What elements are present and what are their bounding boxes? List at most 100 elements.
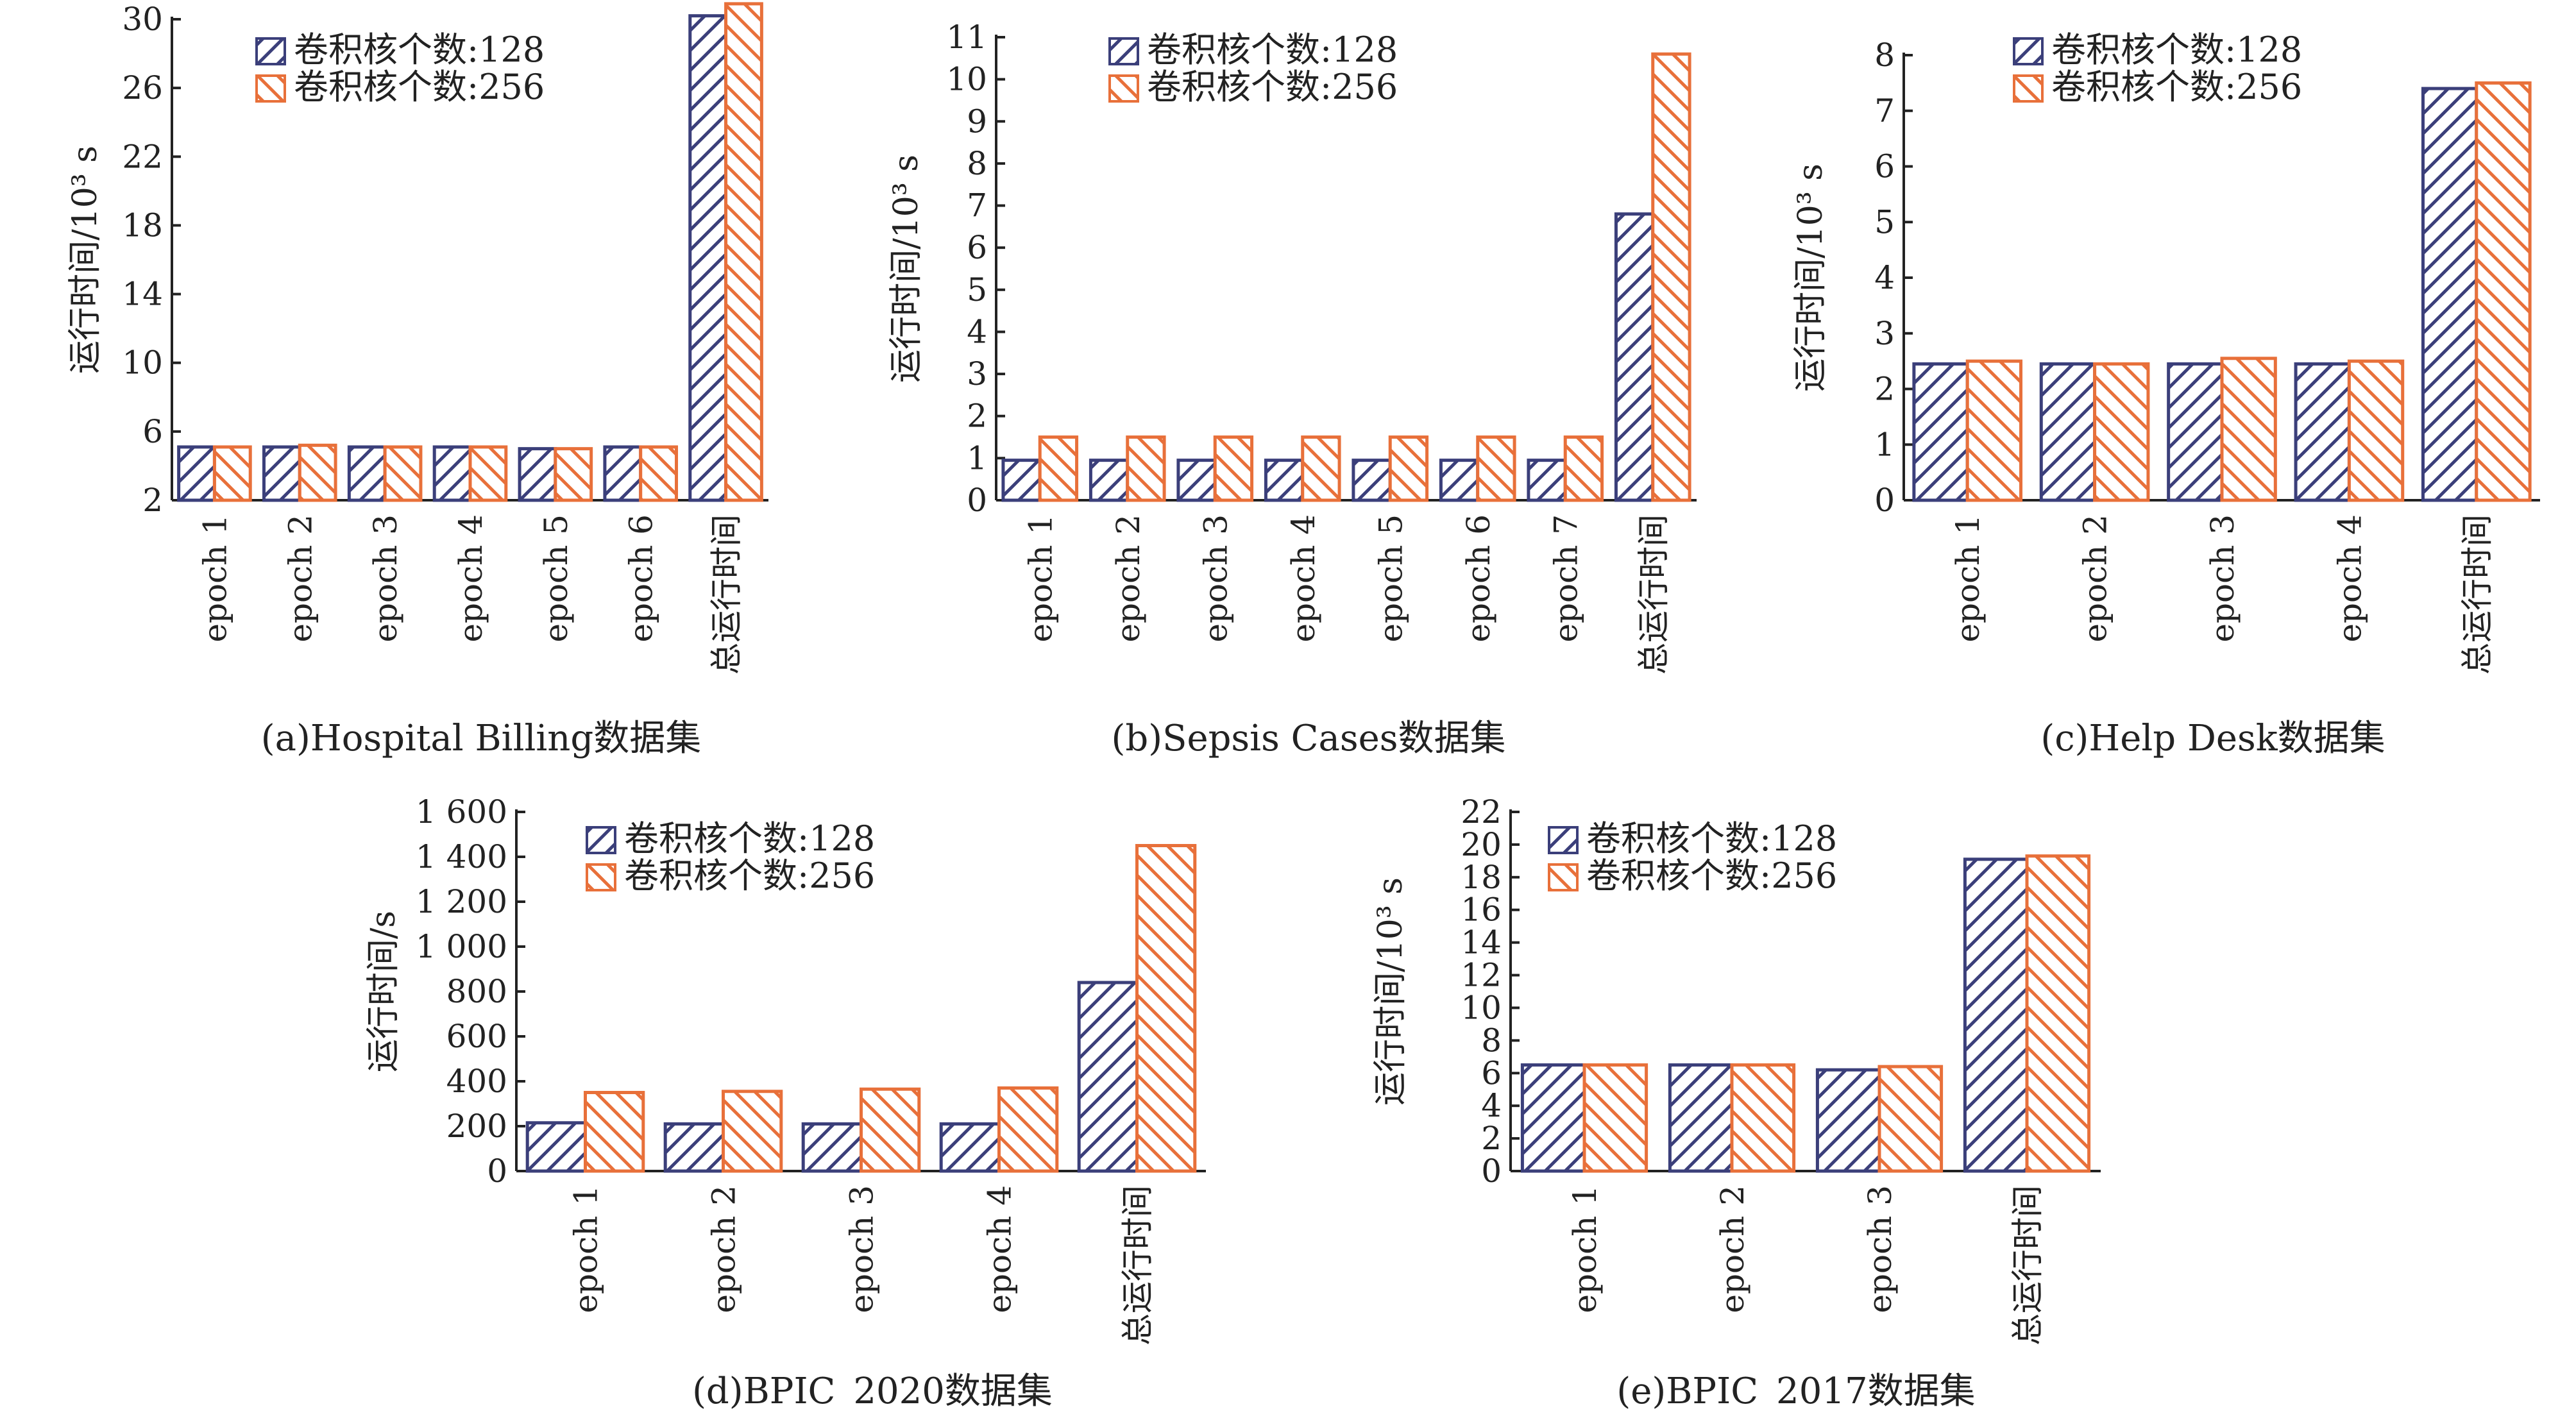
bar-series-1-3 [1264, 459, 1305, 502]
bar-series-2-3 [2347, 359, 2405, 502]
x-category-label: 总运行时间 [2459, 514, 2496, 675]
legend-swatch-2 [586, 863, 616, 891]
x-category-label: epoch 1 [568, 1185, 605, 1313]
y-tick-label: 0 [967, 482, 987, 519]
y-tick-label: 18 [1461, 859, 1502, 896]
y-tick-label: 800 [446, 973, 507, 1010]
bar-series-1-5 [603, 445, 643, 502]
y-tick-label: 1 600 [416, 793, 507, 831]
y-tick-label: 1 400 [416, 838, 507, 875]
y-tick-label: 20 [1461, 826, 1502, 863]
legend-swatch-2 [2013, 74, 2044, 103]
x-category-label: 总运行时间 [1635, 514, 1672, 675]
x-category-label: epoch 1 [196, 514, 233, 643]
y-axis-label: 运行时间/10³ s [1371, 877, 1410, 1106]
y-tick-label: 6 [1481, 1054, 1502, 1092]
legend-swatch-2 [1108, 74, 1139, 103]
chart-caption: (e)BPIC_2017数据集 [1616, 1371, 1975, 1409]
bar-series-2-4 [554, 447, 593, 502]
y-tick-label: 7 [967, 187, 987, 224]
bar-series-2-5 [1476, 435, 1516, 502]
bar-series-1-1 [2039, 362, 2097, 502]
bar-series-2-6 [724, 2, 763, 502]
x-category-label: epoch 2 [706, 1185, 743, 1313]
x-category-label: epoch 3 [843, 1185, 881, 1313]
y-tick-label: 2 [967, 398, 987, 435]
y-tick-label: 30 [122, 1, 163, 38]
x-category-label: epoch 3 [367, 514, 404, 643]
bar-series-1-4 [2421, 87, 2479, 502]
y-tick-label: 6 [1874, 148, 1895, 185]
y-axis-label: 运行时间/10³ s [66, 146, 105, 374]
bar-series-2-1 [1126, 435, 1166, 502]
legend-swatch-1 [255, 37, 286, 65]
legend-label-2: 卷积核个数:256 [624, 856, 875, 896]
bar-series-2-2 [383, 445, 423, 502]
y-tick-label: 5 [967, 271, 987, 308]
bar-series-2-1 [1730, 1063, 1796, 1173]
x-category-label: epoch 3 [1861, 1185, 1899, 1313]
bar-series-1-3 [1963, 857, 2029, 1173]
bar-series-1-4 [1077, 981, 1139, 1173]
bar-series-2-0 [1038, 435, 1079, 502]
bar-series-2-0 [1582, 1063, 1648, 1173]
bar-series-1-6 [1527, 459, 1567, 502]
bar-series-2-2 [2220, 357, 2277, 502]
bar-series-1-2 [1176, 459, 1217, 502]
bar-series-2-3 [1301, 435, 1341, 502]
x-category-label: epoch 4 [981, 1185, 1019, 1313]
x-category-label: 总运行时间 [2009, 1185, 2046, 1346]
bar-series-2-7 [1651, 52, 1691, 502]
x-category-label: epoch 5 [1372, 514, 1409, 643]
y-axis-label: 运行时间/s [364, 911, 403, 1072]
bar-series-2-1 [722, 1090, 783, 1173]
legend-label-2: 卷积核个数:256 [294, 67, 545, 107]
bar-series-1-2 [2167, 362, 2224, 502]
legend-label-2: 卷积核个数:256 [1586, 856, 1837, 896]
bar-series-1-1 [262, 445, 301, 502]
y-axis-label: 运行时间/10³ s [887, 155, 926, 383]
y-tick-label: 4 [1874, 259, 1895, 296]
y-tick-label: 5 [1874, 203, 1895, 240]
y-tick-label: 2 [1481, 1120, 1502, 1157]
chart-panel-1: 0 1 2 3 4 5 6 7 8 9 10 11 运行时间/10³ s epoch 1 epoch 2 ep… [887, 19, 1697, 759]
chart-panel-2: 0 1 2 3 4 5 6 7 8 运行时间/10³ s epoch 1 epoch 2 epoch 3… [1792, 30, 2540, 759]
legend-label-1: 卷积核个数:128 [1586, 818, 1837, 859]
x-category-label: epoch 2 [2077, 514, 2114, 643]
bar-series-1-5 [1439, 459, 1480, 502]
x-category-label: epoch 7 [1547, 514, 1584, 643]
chart-caption: (d)BPIC_2020数据集 [692, 1371, 1053, 1409]
bar-series-2-6 [1563, 435, 1604, 502]
y-axis-label: 运行时间/10³ s [1792, 164, 1830, 392]
bar-series-1-4 [518, 447, 557, 502]
bar-series-1-0 [1520, 1063, 1586, 1173]
bar-series-1-3 [432, 445, 472, 502]
y-tick-label: 10 [1461, 989, 1502, 1026]
legend-swatch-1 [1108, 37, 1139, 65]
legend-label-2: 卷积核个数:256 [1147, 67, 1398, 107]
bar-series-1-0 [177, 445, 216, 502]
y-tick-label: 8 [1874, 37, 1895, 74]
x-category-label: epoch 2 [282, 514, 319, 643]
y-tick-label: 9 [967, 103, 987, 140]
legend-swatch-1 [2013, 37, 2044, 65]
bar-series-2-4 [2475, 81, 2532, 502]
x-category-label: epoch 5 [538, 514, 575, 643]
y-tick-label: 400 [446, 1063, 507, 1100]
x-category-label: epoch 1 [1949, 514, 1987, 643]
y-tick-label: 22 [1461, 793, 1502, 831]
x-category-label: epoch 2 [1110, 514, 1147, 643]
y-tick-label: 14 [122, 276, 163, 313]
bar-series-2-2 [1877, 1065, 1944, 1173]
x-category-label: epoch 1 [1022, 514, 1059, 643]
x-category-label: 总运行时间 [708, 514, 745, 675]
y-tick-label: 8 [1481, 1022, 1502, 1059]
legend-swatch-2 [1548, 863, 1579, 891]
x-category-label: 总运行时间 [1119, 1185, 1157, 1346]
bar-series-2-3 [468, 445, 508, 502]
bar-series-1-3 [939, 1122, 1001, 1173]
bar-series-1-6 [688, 14, 728, 502]
bar-series-2-0 [212, 445, 252, 502]
